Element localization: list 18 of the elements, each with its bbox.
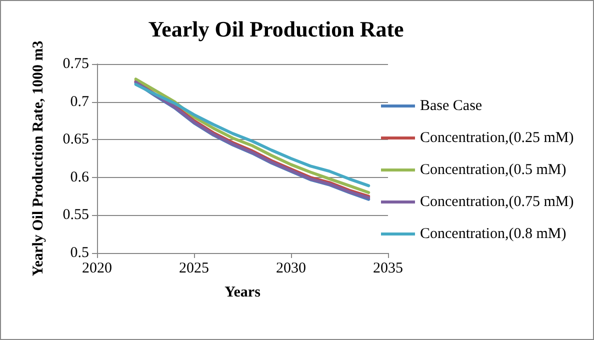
- y-tick-label: 0.7: [70, 94, 90, 110]
- legend-label: Concentration,(0.5 mM): [420, 162, 566, 178]
- y-tick-label: 0.55: [62, 207, 89, 224]
- x-tick-label: 2030: [276, 260, 306, 276]
- y-tick-label: 0.75: [62, 56, 89, 72]
- y-axis-title: Yearly Oil Production Rate, 1000 m3: [30, 40, 46, 276]
- y-tick-label: 0.6: [70, 169, 90, 186]
- legend-label: Base Case: [420, 98, 482, 114]
- x-tick-label: 2020: [82, 260, 112, 276]
- x-tick-label: 2025: [179, 260, 209, 276]
- chart-title: Yearly Oil Production Rate: [148, 16, 404, 42]
- y-tick-label: 0.5: [70, 245, 89, 261]
- y-tick-label: 0.65: [62, 132, 89, 148]
- x-axis-title: Years: [224, 284, 261, 300]
- x-tick-label: 2035: [373, 260, 403, 276]
- legend-label: Concentration,(0.8 mM): [420, 226, 566, 242]
- legend-label: Concentration,(0.75 mM): [420, 194, 574, 210]
- legend-label: Concentration,(0.25 mM): [420, 130, 574, 146]
